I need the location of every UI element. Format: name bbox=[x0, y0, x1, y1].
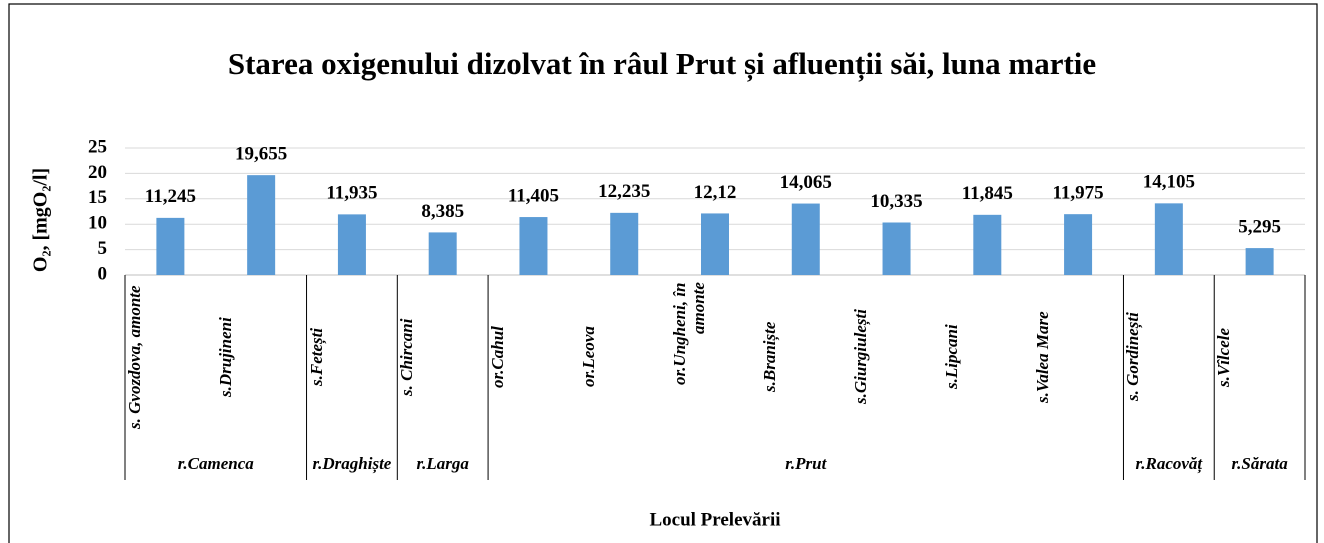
x-tick-label: or.Leova bbox=[578, 326, 598, 388]
y-tick-label: 0 bbox=[98, 263, 108, 284]
bar bbox=[973, 214, 1002, 275]
x-axis-title: Locul Prelevării bbox=[649, 509, 780, 530]
value-label: 19,655 bbox=[235, 144, 287, 165]
value-label: 12,235 bbox=[598, 181, 650, 202]
bar bbox=[791, 203, 820, 275]
bar bbox=[1154, 203, 1183, 275]
bar bbox=[882, 222, 911, 275]
value-label: 8,385 bbox=[421, 201, 464, 222]
bar bbox=[337, 214, 366, 275]
x-tick-label: s.Valea Mare bbox=[1032, 311, 1052, 403]
value-label: 11,245 bbox=[145, 186, 196, 207]
value-label: 14,105 bbox=[1143, 172, 1195, 193]
value-label: 11,975 bbox=[1052, 183, 1103, 204]
x-tick-label: s.Fetești bbox=[306, 327, 326, 387]
group-label: r.Prut bbox=[785, 454, 827, 473]
y-tick-label: 25 bbox=[88, 136, 107, 157]
group-label: r.Sărata bbox=[1231, 454, 1288, 473]
x-tick-label: s.Drujineni bbox=[215, 317, 235, 397]
x-tick-label: s. Chircani bbox=[397, 318, 417, 396]
value-label: 11,935 bbox=[326, 183, 377, 204]
value-label: 5,295 bbox=[1238, 216, 1281, 237]
x-tick-label: or.Ungheni, în amonte bbox=[669, 282, 708, 385]
x-tick-label: s. Gordinești bbox=[1123, 312, 1143, 402]
bar bbox=[519, 217, 548, 275]
value-label: 12,12 bbox=[694, 182, 737, 203]
group-label: r.Larga bbox=[416, 454, 469, 473]
bar bbox=[1245, 248, 1274, 275]
y-tick-label: 15 bbox=[88, 187, 107, 208]
y-tick-label: 10 bbox=[88, 213, 107, 234]
bar bbox=[701, 213, 729, 275]
bar bbox=[610, 212, 639, 275]
y-axis-title: O₂, [mgO₂/l] bbox=[30, 168, 52, 272]
value-label: 11,405 bbox=[508, 185, 559, 206]
x-tick-label: s.Vîlcele bbox=[1214, 327, 1234, 387]
y-tick-label: 20 bbox=[88, 162, 107, 183]
group-label: r.Camenca bbox=[178, 454, 255, 473]
x-tick-label: or.Cahul bbox=[488, 326, 508, 388]
group-label: r.Draghiște bbox=[312, 454, 391, 474]
bar bbox=[1064, 214, 1093, 275]
value-label: 11,845 bbox=[962, 183, 1013, 204]
chart-title: Starea oxigenului dizolvat în râul Prut … bbox=[227, 46, 1097, 81]
group-label: r.Racovăț bbox=[1136, 454, 1204, 474]
y-tick-label: 5 bbox=[98, 238, 108, 259]
bar bbox=[247, 175, 276, 275]
x-tick-label: s. Gvozdova, amonte bbox=[125, 285, 144, 429]
value-label: 10,335 bbox=[870, 191, 922, 212]
chart-border bbox=[8, 3, 1318, 543]
x-tick-label: s.Lipcani bbox=[941, 324, 961, 390]
bar bbox=[428, 232, 457, 275]
x-tick-label: s.Braniște bbox=[760, 321, 780, 393]
bar bbox=[156, 217, 185, 275]
value-label: 14,065 bbox=[780, 172, 832, 193]
x-tick-label: s.Giurgiulești bbox=[851, 309, 871, 405]
